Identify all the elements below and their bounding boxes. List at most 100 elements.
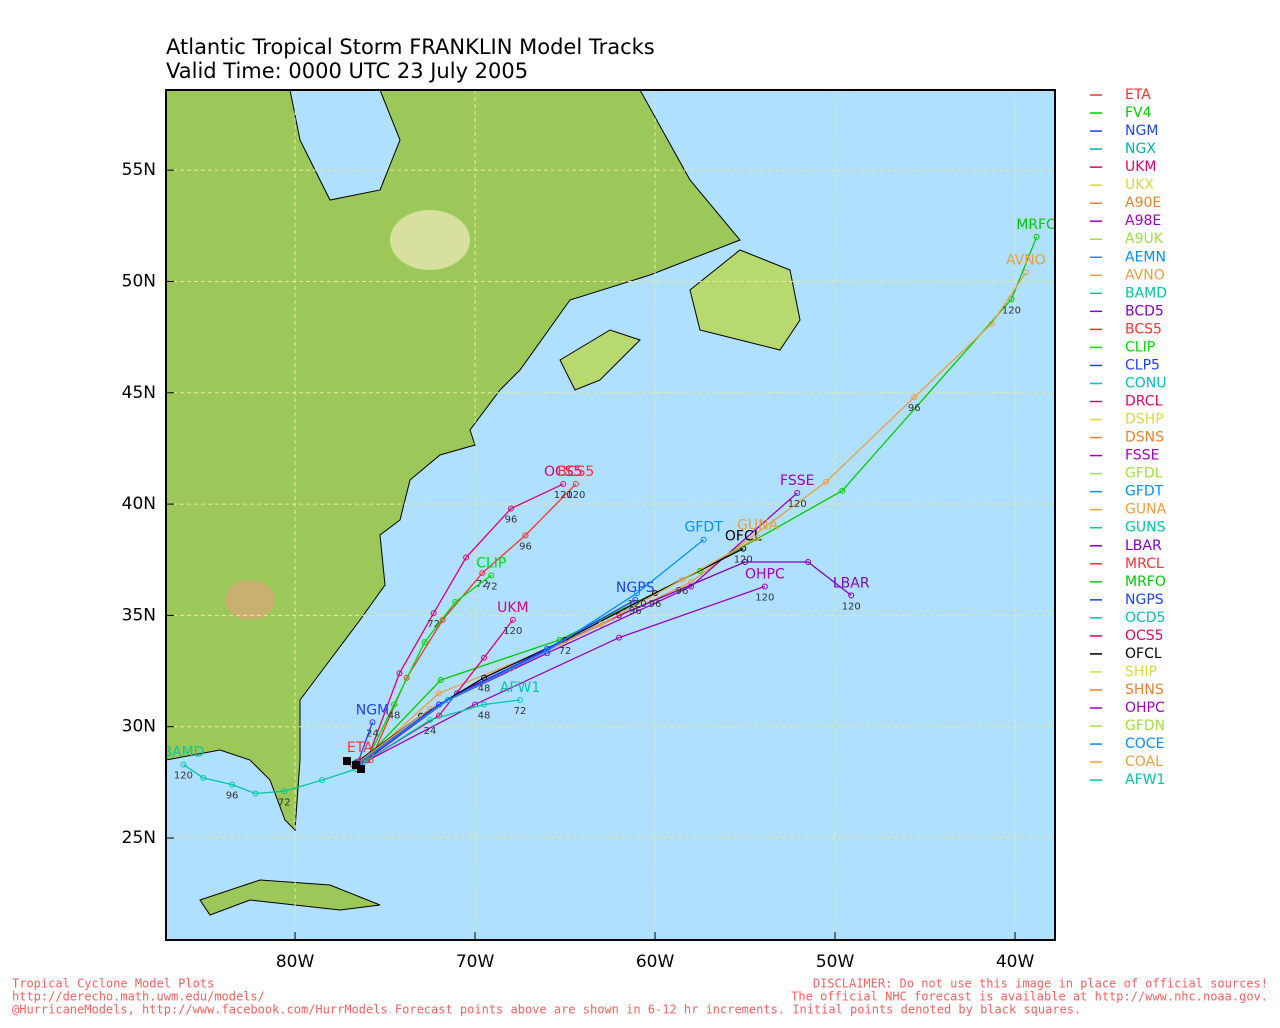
x-tick-label: 60W bbox=[636, 952, 675, 972]
initial-point bbox=[352, 761, 360, 769]
track-label: GUNA bbox=[737, 517, 779, 533]
legend-label: A90E bbox=[1125, 195, 1161, 211]
track-point bbox=[396, 670, 403, 677]
legend-label: A98E bbox=[1125, 213, 1161, 229]
legend-label: UKX bbox=[1125, 177, 1154, 193]
hour-label: 120 bbox=[628, 599, 647, 610]
y-tick-label: 55N bbox=[122, 160, 156, 180]
track-point bbox=[180, 761, 187, 768]
legend-label: CLIP bbox=[1125, 339, 1155, 355]
hour-label: 120 bbox=[554, 490, 573, 501]
track-label: MRFO bbox=[1016, 217, 1057, 233]
track-point bbox=[848, 592, 855, 599]
y-tick-label: 50N bbox=[122, 271, 156, 291]
track-label: AVNO bbox=[1006, 253, 1046, 269]
legend: ETA FV4 NGM NGX UKM UKX A90E A98E A9UK AEMN AVNO BA… bbox=[1090, 87, 1167, 788]
track-label: LBAR bbox=[833, 575, 870, 591]
tracks: 120MRFO96AVNO120FSSE120LBAR120OHPC729612… bbox=[162, 217, 1057, 808]
track-point bbox=[427, 717, 434, 724]
track-point bbox=[1022, 269, 1029, 276]
land bbox=[559, 329, 641, 391]
track-point bbox=[805, 558, 812, 565]
legend-label: DRCL bbox=[1125, 394, 1163, 410]
legend-label: BCD5 bbox=[1125, 303, 1164, 319]
initial-point bbox=[343, 757, 351, 765]
legend-label: OFCL bbox=[1125, 646, 1162, 662]
track-point bbox=[988, 320, 995, 327]
hour-label: 48 bbox=[478, 684, 491, 695]
track-point bbox=[839, 487, 846, 494]
legend-label: BAMD bbox=[1125, 285, 1167, 301]
track-point bbox=[252, 790, 259, 797]
track bbox=[366, 483, 564, 761]
track bbox=[183, 764, 357, 795]
track-point bbox=[439, 616, 446, 623]
track-point bbox=[229, 781, 236, 788]
subtitle: Valid Time: 0000 UTC 23 July 2005 bbox=[166, 59, 528, 83]
track-point bbox=[794, 489, 801, 496]
track-point bbox=[517, 697, 524, 704]
legend-label: AFW1 bbox=[1125, 772, 1165, 788]
hour-label: 96 bbox=[519, 541, 532, 552]
hour-label: 120 bbox=[1002, 305, 1021, 316]
footer-text: The official NHC forecast is available a… bbox=[791, 990, 1268, 1004]
track-point bbox=[700, 536, 707, 543]
footer: Tropical Cyclone Model Plotshttp://derec… bbox=[12, 977, 1268, 1017]
track-point bbox=[509, 616, 516, 623]
legend-label: BCS5 bbox=[1125, 321, 1162, 337]
track-label: NGPS bbox=[616, 580, 655, 596]
grid bbox=[166, 90, 1055, 940]
track bbox=[366, 574, 492, 761]
track-point bbox=[911, 394, 918, 401]
track-label: FSSE bbox=[780, 473, 814, 489]
legend-label: UKM bbox=[1125, 159, 1157, 175]
y-tick-label: 40N bbox=[122, 494, 156, 514]
track-point bbox=[479, 570, 486, 577]
track-point bbox=[481, 701, 488, 708]
track-point bbox=[481, 674, 488, 681]
hour-label: 96 bbox=[505, 515, 518, 526]
hour-label: 120 bbox=[755, 592, 774, 603]
hour-label: 24 bbox=[366, 728, 379, 739]
track-point bbox=[572, 481, 579, 488]
legend-label: AVNO bbox=[1125, 267, 1165, 283]
legend-label: SHIP bbox=[1125, 664, 1157, 680]
legend-label: LBAR bbox=[1125, 538, 1162, 554]
track-point bbox=[522, 532, 529, 539]
footer-text: DISCLAIMER: Do not use this image in pla… bbox=[813, 977, 1268, 991]
track-point bbox=[742, 558, 749, 565]
legend-label: FSSE bbox=[1125, 448, 1159, 464]
hour-label: 72 bbox=[278, 797, 291, 808]
track-label: BAMD bbox=[162, 745, 204, 761]
track-point bbox=[430, 610, 437, 617]
hour-label: 120 bbox=[503, 626, 522, 637]
title: Atlantic Tropical Storm FRANKLIN Model T… bbox=[166, 35, 655, 59]
track-label: AFW1 bbox=[500, 680, 540, 696]
track-point bbox=[634, 590, 641, 597]
legend-label: SHNS bbox=[1125, 682, 1164, 698]
track-label: BCS5 bbox=[557, 464, 594, 480]
hour-label: 72 bbox=[485, 581, 498, 592]
legend-label: COAL bbox=[1125, 754, 1163, 770]
track-point bbox=[463, 554, 470, 561]
track-point bbox=[632, 596, 639, 603]
footer-text: http://derecho.math.uwm.edu/models/ bbox=[12, 990, 265, 1004]
hour-label: 72 bbox=[476, 579, 489, 590]
track-point bbox=[560, 481, 567, 488]
track-point bbox=[452, 599, 459, 606]
hour-label: 72 bbox=[514, 706, 527, 717]
track-point bbox=[1008, 296, 1015, 303]
hour-label: 24 bbox=[424, 726, 437, 737]
track-point bbox=[761, 583, 768, 590]
highland bbox=[225, 580, 275, 620]
x-tick-label: 70W bbox=[456, 952, 495, 972]
legend-label: AEMN bbox=[1125, 249, 1166, 265]
legend-label: MRFO bbox=[1125, 574, 1166, 590]
hour-label: 72 bbox=[427, 619, 440, 630]
y-tick-label: 30N bbox=[122, 717, 156, 737]
track-point bbox=[481, 654, 488, 661]
legend-label: NGX bbox=[1125, 141, 1156, 157]
legend-label: FV4 bbox=[1125, 105, 1152, 121]
footer-text: Tropical Cyclone Model Plots bbox=[12, 977, 214, 991]
track-point bbox=[445, 697, 452, 704]
